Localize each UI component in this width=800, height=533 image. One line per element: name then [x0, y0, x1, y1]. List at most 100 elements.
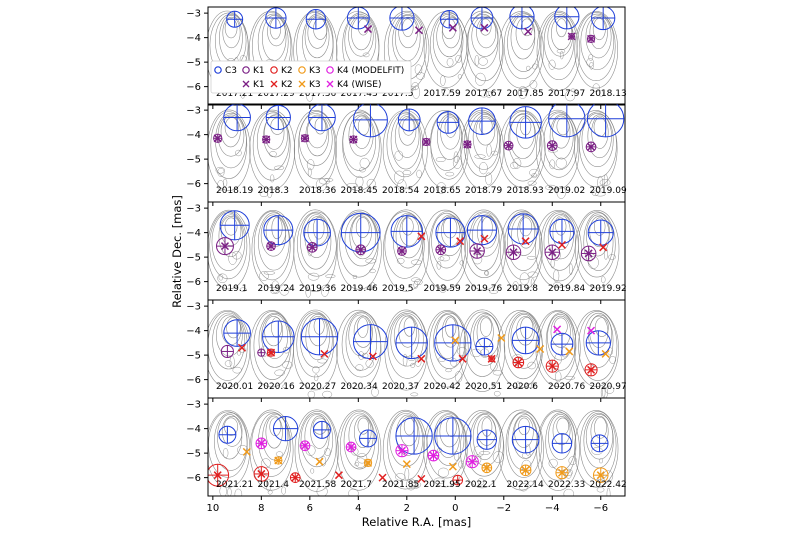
modelfit-c3-component [389, 7, 415, 31]
contour-blob [591, 190, 599, 196]
contour-blob [586, 58, 594, 67]
contour-blob [307, 390, 316, 398]
modelfit-c3-component [262, 320, 295, 354]
contour-blob [477, 478, 485, 486]
legend-entry-k1: K1 [253, 66, 265, 76]
wise-x-stroke [473, 246, 482, 256]
contour-blob [587, 256, 593, 262]
y-tick-label: −6 [186, 179, 201, 190]
wise-k1-marker [422, 137, 431, 147]
contour-blob [217, 273, 228, 284]
wise-x-stroke [257, 469, 266, 478]
wise-k1-marker [349, 135, 358, 144]
contour-line [392, 212, 424, 269]
modelfit-c3-component [549, 218, 575, 245]
contour-blob [545, 184, 557, 191]
modelfit-c3-component [390, 215, 424, 248]
contour-blob [406, 478, 416, 491]
modelfit-c3-component [219, 210, 250, 241]
contour-line [348, 114, 374, 157]
epoch-label: 2017.67 [465, 89, 502, 99]
legend-entry-k2: K2 [281, 80, 293, 90]
epoch-label: 2017.97 [548, 89, 585, 99]
contour-blob [282, 384, 287, 389]
wise-x-stroke [242, 447, 251, 456]
wise-x-stroke [334, 471, 343, 480]
contour-line [540, 12, 578, 81]
contour-line [575, 209, 620, 289]
contour-map [500, 209, 543, 292]
wise-x-stroke [414, 26, 423, 35]
contour-map [293, 110, 337, 191]
wise-k2-marker [487, 354, 496, 363]
contour-blob [320, 284, 329, 297]
contour-line [343, 412, 376, 470]
contour-blob [457, 74, 462, 80]
legend-entry-k2: K2 [281, 66, 293, 76]
contour-blob [324, 178, 334, 182]
contour-map [382, 209, 429, 292]
legend-circle-marker [270, 66, 278, 74]
contour-line [591, 115, 609, 149]
contour-blob [404, 467, 410, 481]
contour-line [256, 112, 290, 171]
contour-line [468, 212, 500, 271]
legend-entry-k3: K3 [309, 80, 321, 90]
contour-line [389, 413, 424, 467]
contour-blob [445, 368, 452, 373]
y-tick-label: −3 [186, 9, 201, 20]
wise-k3-marker [242, 447, 251, 456]
contour-blob [410, 392, 419, 397]
modelfit-c3-component [511, 425, 540, 454]
panel-3: 2019.1 2019.24 2019.36 2019.46 2019.5 2019.59… [186, 201, 627, 304]
epoch-label: 2020.76 [548, 382, 585, 392]
contour-line [208, 311, 248, 381]
contour-line [304, 15, 330, 59]
panel-content [208, 309, 619, 398]
wise-x-stroke [429, 451, 438, 460]
epoch-label: 2020.27 [299, 382, 336, 392]
contour-blob [555, 157, 567, 169]
contour-blob [529, 80, 538, 89]
contour-line [212, 312, 246, 370]
contour-blob [229, 355, 235, 369]
contour-blob [359, 167, 366, 173]
contour-line [429, 211, 466, 281]
contour-line [308, 316, 328, 347]
epoch-label: 2018.54 [382, 186, 419, 196]
legend-entry-k1: K1 [253, 80, 265, 90]
contour-blob [402, 170, 412, 176]
contour-blob [436, 182, 447, 194]
contour-blob [310, 468, 315, 474]
modelfit-c3-component [346, 7, 370, 30]
y-tick-label: −6 [186, 473, 201, 484]
epoch-label: 2019.8 [507, 284, 539, 294]
wise-k4-marker [429, 451, 438, 460]
contour-blob [478, 57, 488, 66]
contour-line [507, 13, 540, 72]
contour-line [390, 112, 421, 170]
contour-line [583, 212, 614, 271]
wise-x-stroke [257, 439, 266, 448]
epoch-label: 2020.42 [424, 382, 461, 392]
modelfit-k1-component [257, 348, 266, 357]
contour-blob [527, 180, 537, 186]
modelfit-c3-component [585, 330, 611, 356]
modelfit-c3-component [466, 215, 498, 246]
contour-line [466, 12, 504, 82]
wise-x-stroke [565, 347, 574, 356]
contour-line [429, 311, 467, 380]
contour-blob [510, 162, 519, 169]
contour-map [208, 209, 251, 292]
wise-k1-marker [587, 142, 596, 151]
contour-blob [359, 157, 370, 169]
y-tick-label: −4 [186, 228, 201, 239]
contour-line [426, 411, 467, 479]
wise-x-stroke [436, 245, 445, 254]
contour-blob [222, 178, 228, 187]
panel-frame [207, 6, 626, 106]
wise-k1-marker [587, 34, 596, 43]
contour-blob [603, 174, 608, 187]
contour-line [519, 217, 533, 237]
contour-line [209, 211, 248, 280]
